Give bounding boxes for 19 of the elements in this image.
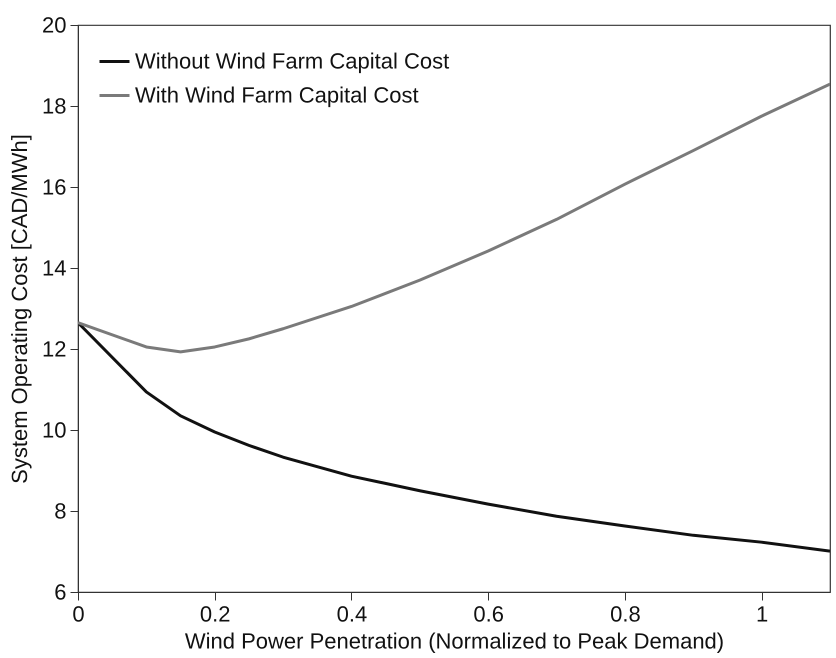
x-axis-title: Wind Power Penetration (Normalized to Peak Demand) xyxy=(184,628,724,654)
y-tick-label: 20 xyxy=(42,12,66,38)
x-tick-label: 0.6 xyxy=(473,602,504,626)
legend-label: Without Wind Farm Capital Cost xyxy=(135,48,450,74)
y-tick-label: 14 xyxy=(42,256,66,280)
x-tick-label: 0 xyxy=(72,602,85,626)
x-tick-label: 0.4 xyxy=(336,602,368,626)
y-tick-label: 8 xyxy=(54,498,66,524)
y-tick-label: 18 xyxy=(42,94,66,118)
x-tick-label: 0.8 xyxy=(610,602,641,626)
y-tick-label: 10 xyxy=(42,418,66,442)
legend-label: With Wind Farm Capital Cost xyxy=(135,82,419,108)
x-tick-label: 1 xyxy=(756,602,768,626)
y-tick-label: 6 xyxy=(54,580,66,604)
x-tick-label: 0.2 xyxy=(200,602,231,626)
line-series xyxy=(78,82,830,354)
y-tick-label: 12 xyxy=(42,336,66,362)
y-axis-title: System Operating Cost [CAD/MWh] xyxy=(7,134,32,484)
y-tick-label: 16 xyxy=(42,174,66,200)
